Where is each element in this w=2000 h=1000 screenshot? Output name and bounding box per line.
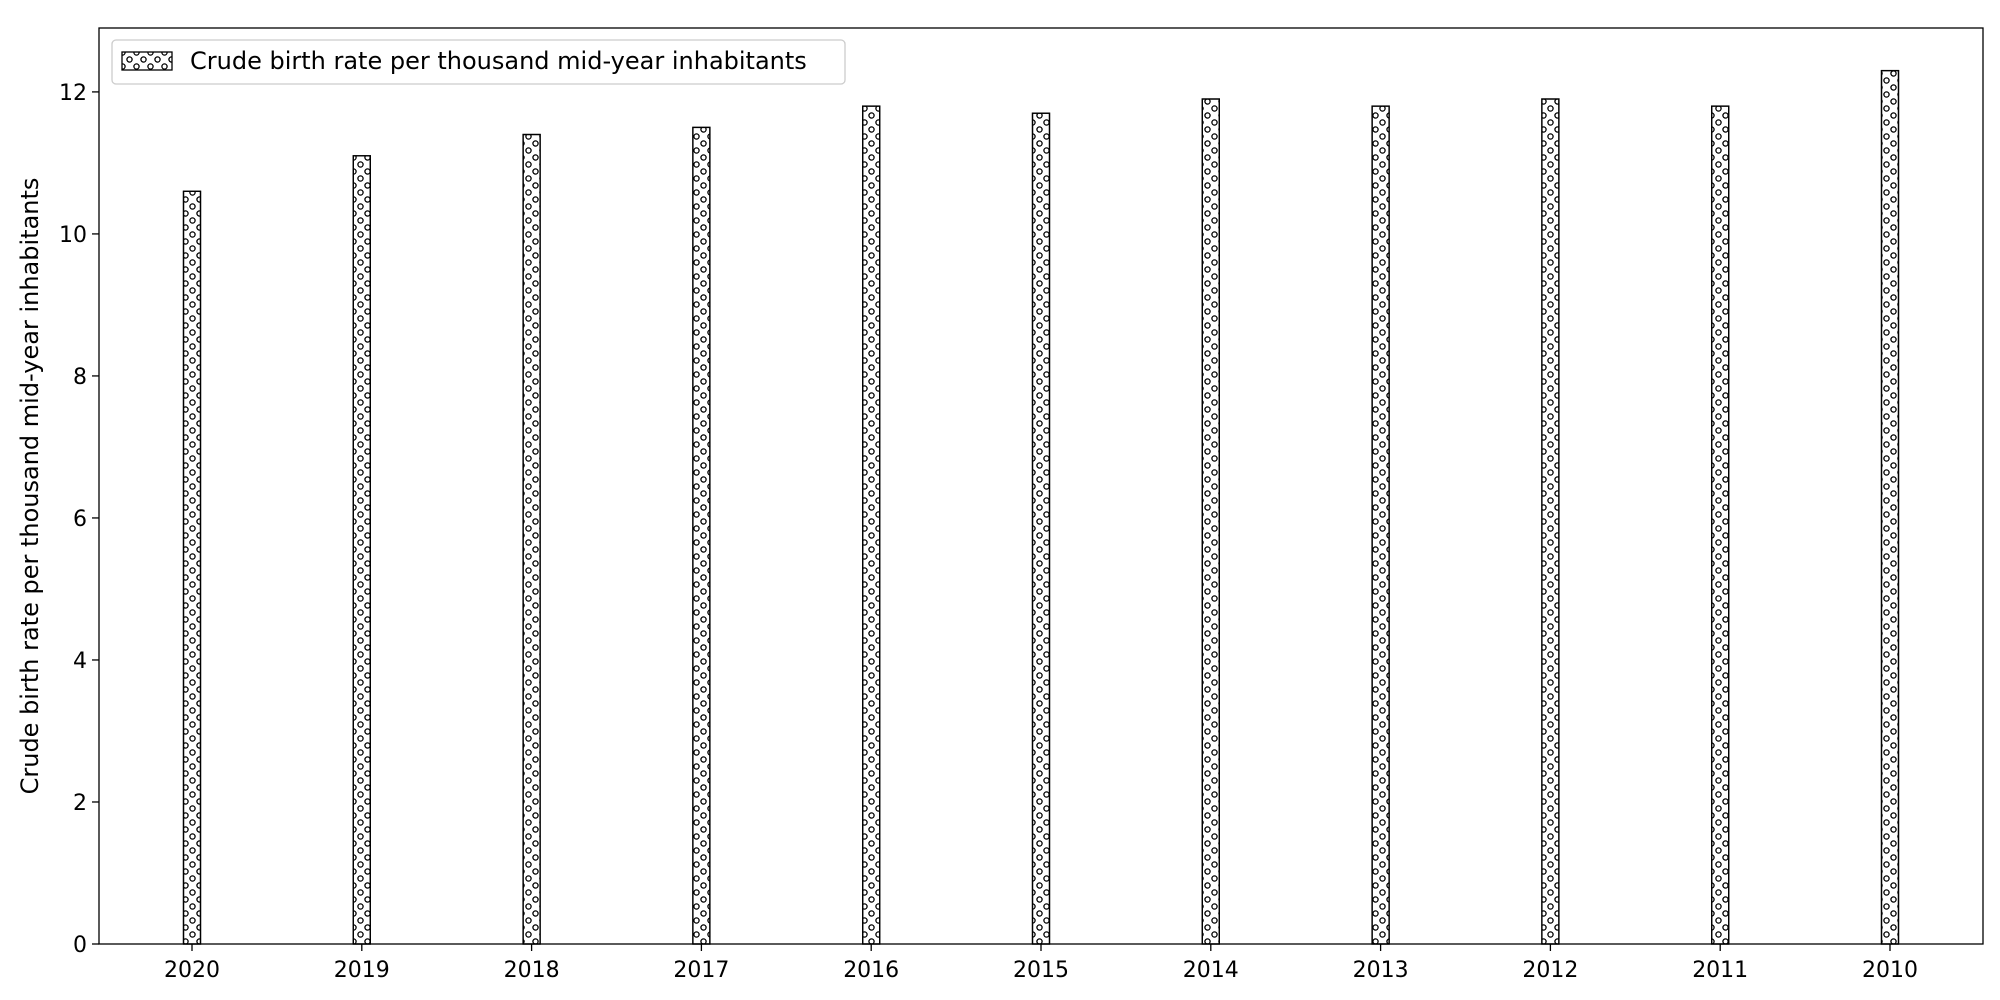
- bars-group: [182, 69, 1900, 945]
- legend-swatch: [121, 51, 173, 71]
- y-tick-label-4: 4: [73, 649, 87, 674]
- x-tick-label-2011: 2011: [1692, 958, 1748, 983]
- bar-pattern-2011: [1711, 105, 1730, 945]
- bar-pattern-2017: [692, 126, 711, 945]
- bar-pattern-2012: [1541, 98, 1560, 945]
- bar-pattern-2020: [182, 190, 202, 945]
- bar-pattern-2019: [352, 155, 371, 945]
- x-axis: 2020 2019 2018 2017 2016 2015 2014 2013 2012 2011…: [164, 944, 1918, 983]
- legend-box: [111, 39, 846, 85]
- x-tick-label-2017: 2017: [673, 958, 729, 983]
- x-tick-label-2012: 2012: [1522, 958, 1578, 983]
- bar-pattern-2016: [862, 105, 881, 945]
- bar-pattern-2014: [1201, 98, 1220, 945]
- x-tick-label-2019: 2019: [334, 958, 390, 983]
- x-tick-label-2020: 2020: [164, 958, 220, 983]
- y-tick-label-0: 0: [73, 933, 87, 958]
- legend: Crude birth rate per thousand mid-year i…: [111, 39, 846, 85]
- bar-pattern-2013: [1371, 105, 1390, 945]
- bar-pattern-2018: [522, 133, 541, 945]
- x-tick-label-2015: 2015: [1013, 958, 1069, 983]
- x-tick-label-2010: 2010: [1862, 958, 1918, 983]
- y-axis: 0 2 4 6 8 10 12: [59, 81, 99, 958]
- x-tick-label-2018: 2018: [504, 958, 560, 983]
- x-tick-label-2016: 2016: [843, 958, 899, 983]
- legend-label: Crude birth rate per thousand mid-year i…: [190, 47, 807, 75]
- y-tick-label-6: 6: [73, 507, 87, 532]
- bar-pattern-2010: [1880, 69, 1900, 945]
- x-tick-label-2013: 2013: [1353, 958, 1409, 983]
- y-tick-label-12: 12: [59, 81, 87, 106]
- bar-pattern-2015: [1031, 112, 1051, 945]
- y-axis-title: Crude birth rate per thousand mid-year i…: [16, 178, 44, 795]
- y-tick-label-10: 10: [59, 223, 87, 248]
- x-tick-label-2014: 2014: [1183, 958, 1239, 983]
- y-tick-label-8: 8: [73, 365, 87, 390]
- y-tick-label-2: 2: [73, 791, 87, 816]
